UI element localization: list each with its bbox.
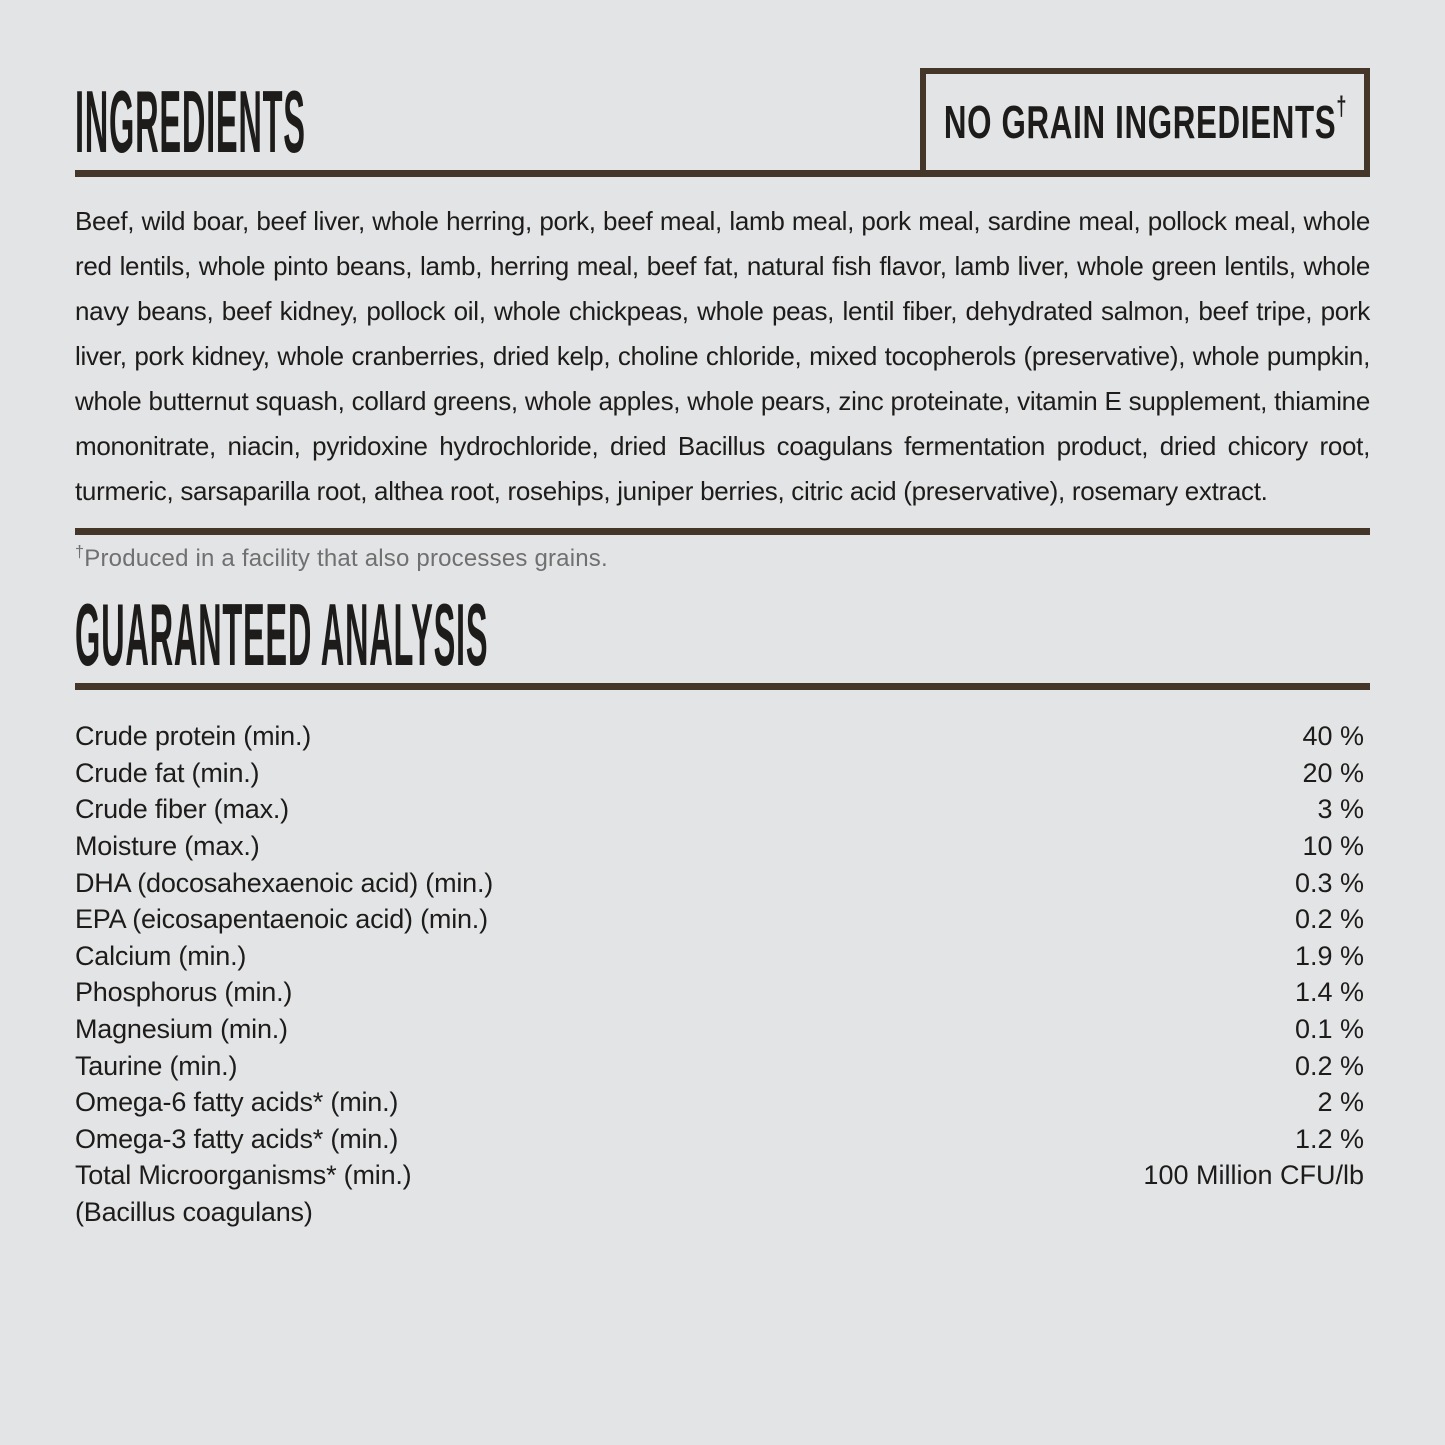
analysis-nutrient-value: 0.2 % xyxy=(1294,904,1364,935)
guaranteed-analysis-header: GUARANTEED ANALYSIS xyxy=(75,585,1370,691)
analysis-row: (Bacillus coagulans) xyxy=(75,1194,1370,1231)
guaranteed-analysis-table: Crude protein (min.) 40 % Crude fat (min… xyxy=(75,718,1370,1230)
analysis-row: Crude protein (min.) 40 % xyxy=(75,718,1370,755)
analysis-nutrient-label: Taurine (min.) xyxy=(75,1050,238,1081)
analysis-row: Crude fat (min.) 20 % xyxy=(75,755,1370,792)
analysis-nutrient-label: Omega-3 fatty acids* (min.) xyxy=(75,1123,399,1154)
no-grain-badge-text: NO GRAIN INGREDIENTS xyxy=(943,96,1336,148)
analysis-row: Taurine (min.) 0.2 % xyxy=(75,1048,1370,1085)
dagger-symbol: † xyxy=(1335,91,1347,121)
analysis-nutrient-label: Moisture (max.) xyxy=(75,830,260,861)
analysis-nutrient-value: 10 % xyxy=(1302,830,1364,861)
analysis-nutrient-value: 3 % xyxy=(1317,794,1364,825)
ingredients-heading: INGREDIENTS xyxy=(75,71,306,171)
guaranteed-analysis-heading: GUARANTEED ANALYSIS xyxy=(75,585,489,684)
analysis-row: Calcium (min.) 1.9 % xyxy=(75,938,1370,975)
ingredients-section: INGREDIENTS NO GRAIN INGREDIENTS† Beef, … xyxy=(75,68,1370,573)
analysis-row: DHA (docosahexaenoic acid) (min.) 0.3 % xyxy=(75,865,1370,902)
divider-rule xyxy=(75,528,1370,535)
ingredients-header: INGREDIENTS NO GRAIN INGREDIENTS† xyxy=(75,68,1370,177)
analysis-row: Omega-3 fatty acids* (min.) 1.2 % xyxy=(75,1121,1370,1158)
analysis-row: EPA (eicosapentaenoic acid) (min.) 0.2 % xyxy=(75,901,1370,938)
analysis-nutrient-label: Crude fat (min.) xyxy=(75,757,260,788)
analysis-nutrient-value: 40 % xyxy=(1302,721,1364,752)
analysis-nutrient-value: 1.2 % xyxy=(1294,1123,1364,1154)
analysis-nutrient-label: EPA (eicosapentaenoic acid) (min.) xyxy=(75,904,488,935)
analysis-nutrient-value: 0.1 % xyxy=(1294,1013,1364,1044)
analysis-nutrient-label: Crude fiber (max.) xyxy=(75,794,289,825)
no-grain-badge-label: NO GRAIN INGREDIENTS† xyxy=(943,91,1346,149)
no-grain-badge: NO GRAIN INGREDIENTS† xyxy=(920,68,1370,170)
analysis-row: Phosphorus (min.) 1.4 % xyxy=(75,974,1370,1011)
analysis-row: Total Microorganisms* (min.) 100 Million… xyxy=(75,1157,1370,1194)
analysis-row: Magnesium (min.) 0.1 % xyxy=(75,1011,1370,1048)
grain-facility-footnote: †Produced in a facility that also proces… xyxy=(75,543,1370,573)
analysis-nutrient-value: 2 % xyxy=(1317,1087,1364,1118)
analysis-row: Omega-6 fatty acids* (min.) 2 % xyxy=(75,1084,1370,1121)
analysis-nutrient-label: Omega-6 fatty acids* (min.) xyxy=(75,1087,399,1118)
analysis-nutrient-label: Crude protein (min.) xyxy=(75,721,312,752)
analysis-nutrient-value: 0.3 % xyxy=(1294,867,1364,898)
analysis-nutrient-value: 20 % xyxy=(1302,757,1364,788)
guaranteed-analysis-section: GUARANTEED ANALYSIS Crude protein (min.)… xyxy=(75,585,1370,1230)
analysis-nutrient-value: 1.4 % xyxy=(1294,977,1364,1008)
analysis-nutrient-label: Total Microorganisms* (min.) xyxy=(75,1160,412,1191)
analysis-nutrient-label: (Bacillus coagulans) xyxy=(75,1196,313,1227)
footnote-text: Produced in a facility that also process… xyxy=(84,545,608,572)
footnote-dagger-symbol: † xyxy=(75,543,85,561)
analysis-nutrient-label: Calcium (min.) xyxy=(75,940,247,971)
ingredients-list-text: Beef, wild boar, beef liver, whole herri… xyxy=(75,206,1370,506)
analysis-nutrient-label: Phosphorus (min.) xyxy=(75,977,293,1008)
analysis-row: Moisture (max.) 10 % xyxy=(75,828,1370,865)
analysis-row: Crude fiber (max.) 3 % xyxy=(75,791,1370,828)
analysis-nutrient-label: Magnesium (min.) xyxy=(75,1013,288,1044)
analysis-nutrient-value: 100 Million CFU/lb xyxy=(1143,1160,1364,1191)
analysis-nutrient-label: DHA (docosahexaenoic acid) (min.) xyxy=(75,867,494,898)
analysis-nutrient-value: 0.2 % xyxy=(1294,1050,1364,1081)
analysis-nutrient-value: 1.9 % xyxy=(1294,940,1364,971)
